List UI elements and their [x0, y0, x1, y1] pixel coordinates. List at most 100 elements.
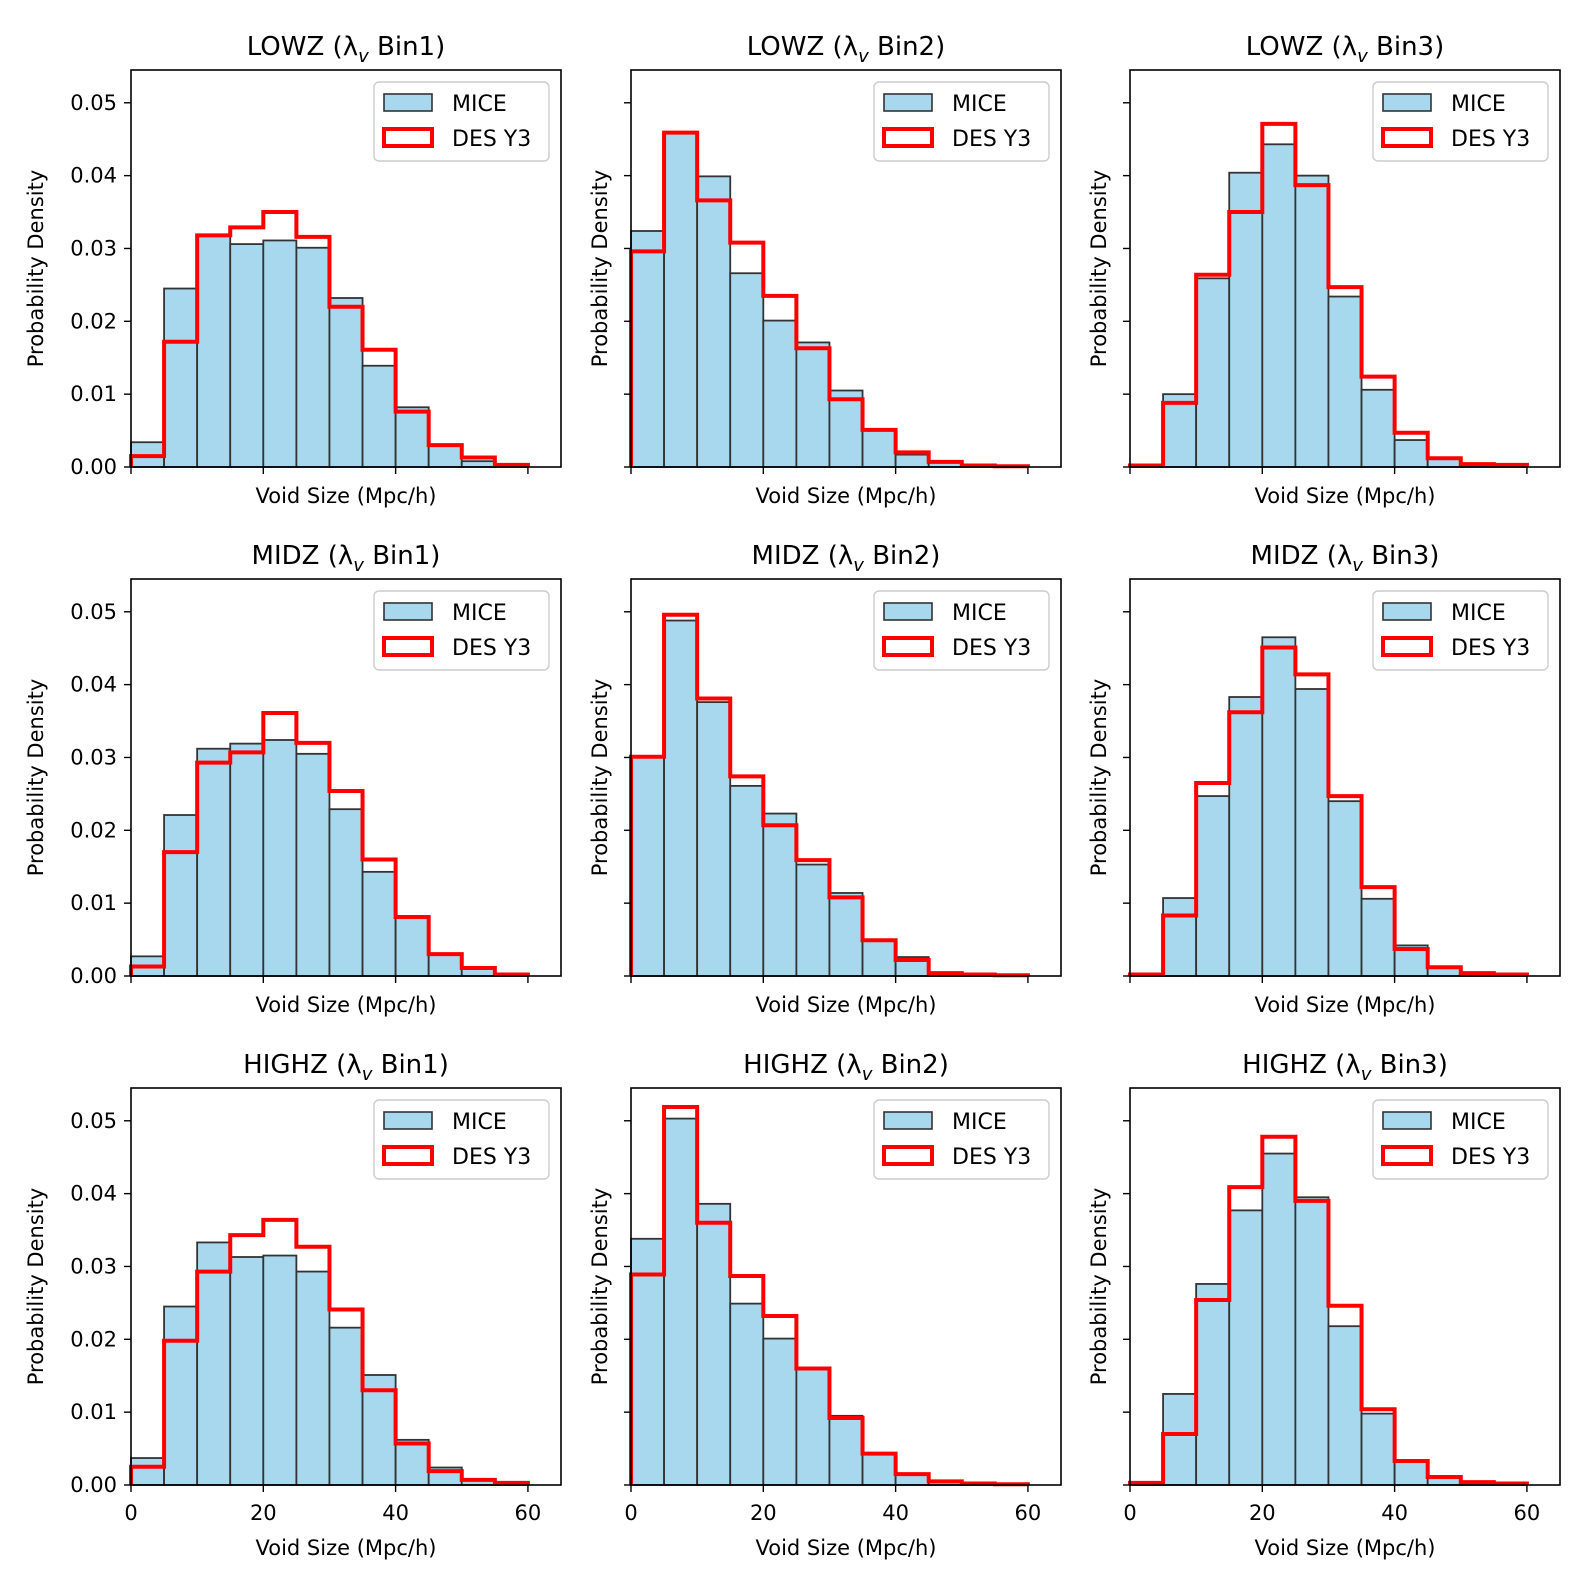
legend-swatch-mice [1382, 1111, 1432, 1130]
legend-swatch-mice [1382, 602, 1432, 621]
legend-swatch-mice [883, 93, 933, 112]
legend-swatch-mice [883, 1111, 933, 1130]
y-tick-label: 0.02 [70, 309, 117, 333]
mice-bar [894, 453, 930, 468]
mice-bar [130, 1457, 165, 1486]
y-tick-label: 0.04 [70, 164, 117, 188]
mice-bar [262, 1254, 298, 1486]
panel-title: LOWZ (λv Bin2) [747, 32, 946, 67]
panel-title: LOWZ (λv Bin1) [247, 32, 446, 67]
y-tick-label: 0.02 [70, 1327, 117, 1351]
axes-frame [130, 1087, 562, 1486]
legend-label-des-y3: DES Y3 [1451, 636, 1530, 661]
legend-label-mice: MICE [452, 1110, 507, 1135]
legend-label-mice: MICE [1451, 92, 1506, 117]
y-tick-label: 0.01 [70, 891, 117, 915]
legend-swatch-mice [383, 1111, 433, 1130]
x-axis-label: Void Size (Mpc/h) [256, 993, 437, 1017]
axes-frame [1129, 69, 1561, 468]
legend-label-mice: MICE [452, 92, 507, 117]
axes-frame [1129, 1087, 1561, 1486]
mice-bar [795, 1367, 831, 1486]
legend-label-mice: MICE [1451, 1110, 1506, 1135]
panel-title-subscript: v [1352, 555, 1363, 576]
axes-frame [630, 69, 1062, 468]
x-tick-label: 40 [382, 1501, 409, 1525]
legend-label-des-y3: DES Y3 [952, 636, 1031, 661]
mice-bar [427, 953, 463, 977]
mice-bar [861, 429, 897, 468]
panel-7: 0 20 40 60 0.00 0.01 0.02 0.03 0.04 0.05 Void Size… [24, 1050, 562, 1560]
x-tick-label: 0 [124, 1501, 137, 1525]
mice-bar [196, 1241, 232, 1486]
mice-bar [427, 444, 463, 468]
panel-8: 0 20 40 60 Void Size (Mpc/h) Probability Dens… [588, 1050, 1062, 1560]
mice-bar [1393, 439, 1429, 468]
legend-label-des-y3: DES Y3 [952, 1145, 1031, 1170]
legend-swatch-des-y3 [1381, 1145, 1433, 1166]
legend-label-des-y3: DES Y3 [1451, 127, 1530, 152]
mice-bar [1327, 800, 1363, 977]
panel-2: Void Size (Mpc/h) Probability Density LOWZ… [588, 32, 1062, 508]
panel-title-end: Bin1) [364, 541, 441, 571]
mice-bar [394, 1438, 430, 1486]
mice-bar [1162, 1393, 1198, 1486]
mice-bar [361, 870, 397, 977]
panel-title-main: MIDZ (λ [1251, 541, 1353, 571]
x-tick-label: 0 [624, 1501, 637, 1525]
x-axis-label: Void Size (Mpc/h) [256, 1536, 437, 1560]
panel-title-end: Bin2) [869, 32, 946, 62]
panel-title-end: Bin3) [1371, 1050, 1448, 1080]
legend-label-des-y3: DES Y3 [452, 636, 531, 661]
y-tick-label: 0.04 [70, 1182, 117, 1206]
y-tick-label: 0.01 [70, 382, 117, 406]
des-y3-step [129, 1217, 530, 1485]
panel-title-main: HIGHZ (λ [1242, 1050, 1361, 1080]
mice-bar [663, 619, 699, 977]
panel-title-end: Bin3) [1368, 32, 1445, 62]
x-tick-label: 20 [1249, 1501, 1276, 1525]
mice-bar [828, 389, 864, 468]
panel-title: HIGHZ (λv Bin2) [743, 1050, 949, 1085]
legend-label-mice: MICE [952, 601, 1007, 626]
mice-bar [663, 1117, 699, 1486]
mice-bar [1162, 897, 1198, 977]
y-axis-label: Probability Density [1087, 170, 1111, 368]
panel-title-main: MIDZ (λ [752, 541, 854, 571]
panel-title-main: LOWZ (λ [747, 32, 858, 62]
legend-swatch-des-y3 [1381, 636, 1433, 657]
x-axis-label: Void Size (Mpc/h) [756, 484, 937, 508]
x-tick-label: 40 [1381, 1501, 1408, 1525]
mice-bar [1195, 795, 1231, 977]
mice-bar [1327, 295, 1363, 468]
y-tick-label: 0.03 [70, 236, 117, 260]
x-tick-label: 60 [515, 1501, 542, 1525]
x-axis-label: Void Size (Mpc/h) [256, 484, 437, 508]
x-tick-label: 20 [750, 1501, 777, 1525]
panel-title-subscript: v [362, 1064, 373, 1085]
mice-bar [1261, 143, 1297, 468]
panel-title: MIDZ (λv Bin1) [252, 541, 441, 576]
mice-bar [1360, 1412, 1396, 1486]
x-tick-label: 40 [882, 1501, 909, 1525]
mice-bar [328, 297, 364, 468]
mice-bar [262, 739, 298, 977]
mice-bar [1228, 1209, 1264, 1486]
mice-bar [1294, 174, 1330, 468]
x-tick-label: 20 [250, 1501, 277, 1525]
mice-bar [1195, 277, 1231, 468]
legend-label-des-y3: DES Y3 [452, 127, 531, 152]
des-y3-step [129, 210, 530, 467]
mice-bar [861, 1452, 897, 1486]
mice-bar [361, 364, 397, 468]
panel-title-main: MIDZ (λ [252, 541, 354, 571]
mice-bar [1360, 897, 1396, 977]
legend-swatch-mice [383, 602, 433, 621]
y-axis-label: Probability Density [588, 170, 612, 368]
mice-bar [1393, 1460, 1429, 1486]
y-tick-label: 0.05 [70, 1109, 117, 1133]
y-tick-label: 0.05 [70, 600, 117, 624]
mice-bar [1261, 1152, 1297, 1486]
mice-bar [663, 131, 699, 468]
